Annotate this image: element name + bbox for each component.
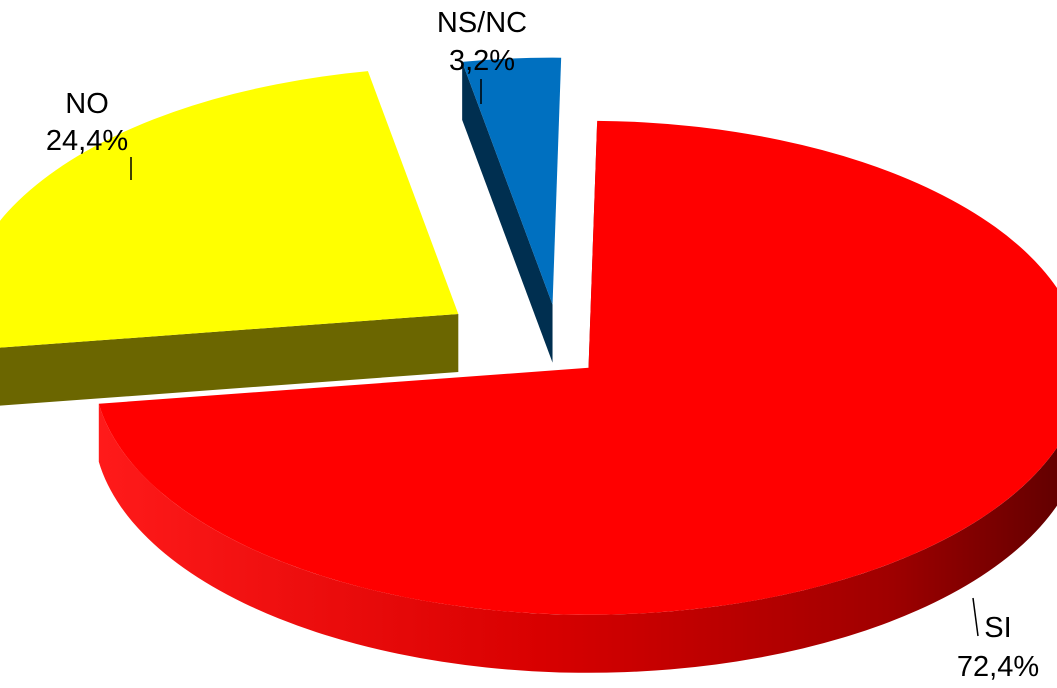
slice-si: [98, 120, 1057, 615]
label-no-category: NO: [65, 88, 109, 120]
slice-no-side: [0, 314, 459, 406]
label-no-value: 24,4%: [46, 125, 128, 157]
label-nsnc-value: 3,2%: [449, 45, 515, 77]
label-si-category: SI: [984, 612, 1011, 644]
leader-line-si: [972, 597, 979, 637]
label-si-value: 72,4%: [957, 651, 1039, 683]
data-labels: NS/NC 3,2% NO 24,4% SI 72,4%: [46, 7, 1039, 683]
slice-nsnc-side: [462, 61, 553, 363]
slice-si-side: [98, 403, 1057, 673]
leader-lines: [130, 79, 979, 637]
slice-no: [0, 71, 459, 348]
slice-nsnc: [462, 57, 562, 305]
pie-tops: [0, 57, 1057, 615]
label-nsnc-category: NS/NC: [437, 7, 527, 39]
